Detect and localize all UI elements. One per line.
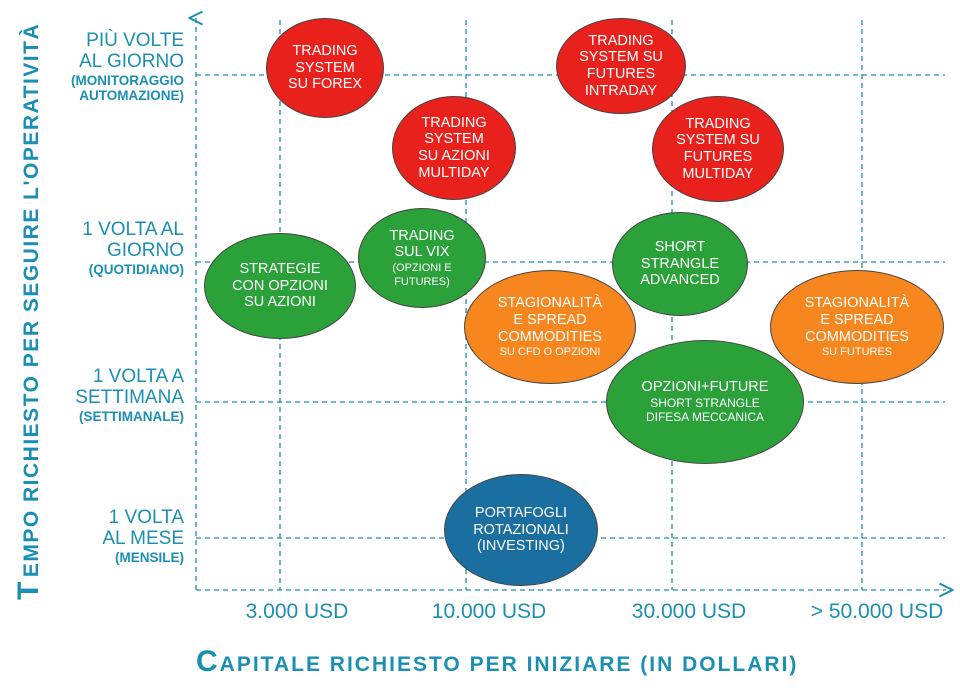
bubble-text: (INVESTING) [477, 538, 565, 555]
row-sub-line: (QUOTIDIANO) [88, 261, 184, 277]
bubble-trading-vix: TRADING SUL VIX (OPZIONI E FUTURES) [358, 208, 486, 308]
bubble-short-strangle-advanced: SHORT STRANGLE ADVANCED [612, 212, 748, 316]
bubble-text: COMMODITIES [498, 328, 602, 345]
bubble-text: SYSTEM SU [676, 132, 760, 149]
row-main-line: 1 VOLTA [108, 507, 184, 528]
bubble-text: SU AZIONI [244, 294, 316, 311]
bubble-portafogli-rotazionali: PORTAFOGLI ROTAZIONALI (INVESTING) [444, 474, 598, 586]
bubble-text: ADVANCED [640, 272, 720, 289]
bubble-text: SHORT [654, 238, 706, 255]
row-sub-line: (MENSILE) [115, 549, 184, 565]
bubble-text: FUTURES [586, 66, 656, 82]
y-axis-title-initial: T [12, 580, 45, 600]
x-axis-title-initial: C [196, 645, 220, 678]
col-label-30000: 30.000 USD [631, 600, 747, 623]
bubble-trading-system-futures-multiday: TRADING SYSTEM SU FUTURES MULTIDAY [652, 96, 784, 202]
bubble-text: CON OPZIONI [232, 277, 328, 294]
bubble-trading-system-futures-intraday: TRADING SYSTEM SU FUTURES INTRADAY [556, 18, 686, 114]
bubble-text: OPZIONI+FUTURE [641, 378, 769, 395]
row-main-line: GIORNO [106, 240, 184, 262]
row-main-line: 1 VOLTA A [92, 366, 184, 387]
col-label-3000: 3.000 USD [245, 600, 349, 623]
bubble-subtext: (OPZIONI E [392, 262, 452, 275]
col-label-10000: 10.000 USD [431, 600, 547, 623]
row-main-line: AL GIORNO [79, 51, 184, 73]
row-main-line: PIÙ VOLTE [86, 30, 184, 51]
row-sub-line: (SETTIMANALE) [79, 408, 184, 424]
bubble-text: SYSTEM [424, 131, 484, 148]
row-main-line: AL MESE [102, 528, 184, 550]
bubble-subtext: SU FUTURES [821, 346, 893, 359]
bubble-subtext: FUTURES) [394, 275, 450, 288]
bubble-text: TRADING [685, 115, 751, 132]
bubble-text: SU FOREX [287, 76, 363, 93]
bubble-text: INTRADAY [584, 82, 658, 99]
bubble-text: STAGIONALITÀ [497, 295, 603, 312]
bubble-text: FUTURES [683, 149, 753, 165]
row-label-weekly: 1 VOLTA A SETTIMANA (SETTIMANALE) [75, 366, 184, 424]
bubble-text: SU AZIONI [418, 148, 490, 164]
x-axis-title: CAPITALE RICHIESTO PER INIZIARE (IN DOLL… [196, 645, 956, 679]
bubble-text: SYSTEM SU [579, 49, 663, 66]
bubble-subtext: SHORT STRANGLE [650, 395, 760, 410]
bubble-stagionalita-futures: STAGIONALITÀ E SPREAD COMMODITIES SU FUT… [770, 270, 944, 384]
bubble-text: STRATEGIE [239, 260, 321, 277]
row-label-monthly: 1 VOLTA AL MESE (MENSILE) [102, 507, 184, 565]
bubble-text: SYSTEM [295, 59, 355, 76]
y-axis-title-rest: EMPO RICHIESTO PER SEGUIRE L'OPERATIVITÀ [20, 23, 43, 577]
bubble-text: TRADING [421, 114, 487, 131]
row-main-line: SETTIMANA [75, 387, 184, 409]
bubble-text: ROTAZIONALI [473, 521, 569, 538]
bubble-text: TRADING [588, 32, 654, 49]
row-label-multi: PIÙ VOLTE AL GIORNO (MONITORAGGIO AUTOMA… [71, 30, 184, 103]
y-axis-title: T EMPO RICHIESTO PER SEGUIRE L'OPERATIVIT… [12, 23, 45, 600]
bubble-text: E SPREAD [820, 311, 894, 328]
bubble-text: TRADING [292, 42, 358, 59]
row-sub-line: (MONITORAGGIO [71, 72, 184, 88]
bubble-trading-system-forex: TRADING SYSTEM SU FOREX [266, 18, 384, 118]
bubble-text: TRADING [389, 227, 455, 244]
bubble-text: E SPREAD [513, 311, 587, 328]
row-label-daily: 1 VOLTA AL GIORNO (QUOTIDIANO) [82, 219, 184, 277]
bubble-text: SUL VIX [394, 244, 450, 261]
bubble-text: MULTIDAY [418, 164, 490, 181]
row-main-line: 1 VOLTA AL [82, 219, 184, 240]
bubble-strategie-opzioni-azioni: STRATEGIE CON OPZIONI SU AZIONI [204, 233, 356, 339]
bubble-text: PORTAFOGLI [474, 504, 568, 521]
bubble-text: MULTIDAY [682, 165, 754, 182]
bubble-text: COMMODITIES [805, 328, 909, 345]
bubble-trading-system-azioni-multiday: TRADING SYSTEM SU AZIONI MULTIDAY [392, 96, 516, 200]
row-sub-line: AUTOMAZIONE) [79, 87, 184, 103]
bubble-text: STAGIONALITÀ [804, 295, 910, 312]
col-label-50000: > 50.000 USD [810, 600, 944, 623]
bubble-subtext: SU CFD O OPZIONI [499, 346, 601, 359]
bubble-opzioni-future: OPZIONI+FUTURE SHORT STRANGLE DIFESA MEC… [606, 340, 804, 464]
bubble-text: STRANGLE [640, 255, 720, 272]
bubble-stagionalita-cfd-opzioni: STAGIONALITÀ E SPREAD COMMODITIES SU CFD… [464, 270, 636, 384]
bubble-subtext: DIFESA MECCANICA [645, 410, 764, 425]
x-axis-title-rest: APITALE RICHIESTO PER INIZIARE (IN DOLLA… [219, 653, 799, 676]
